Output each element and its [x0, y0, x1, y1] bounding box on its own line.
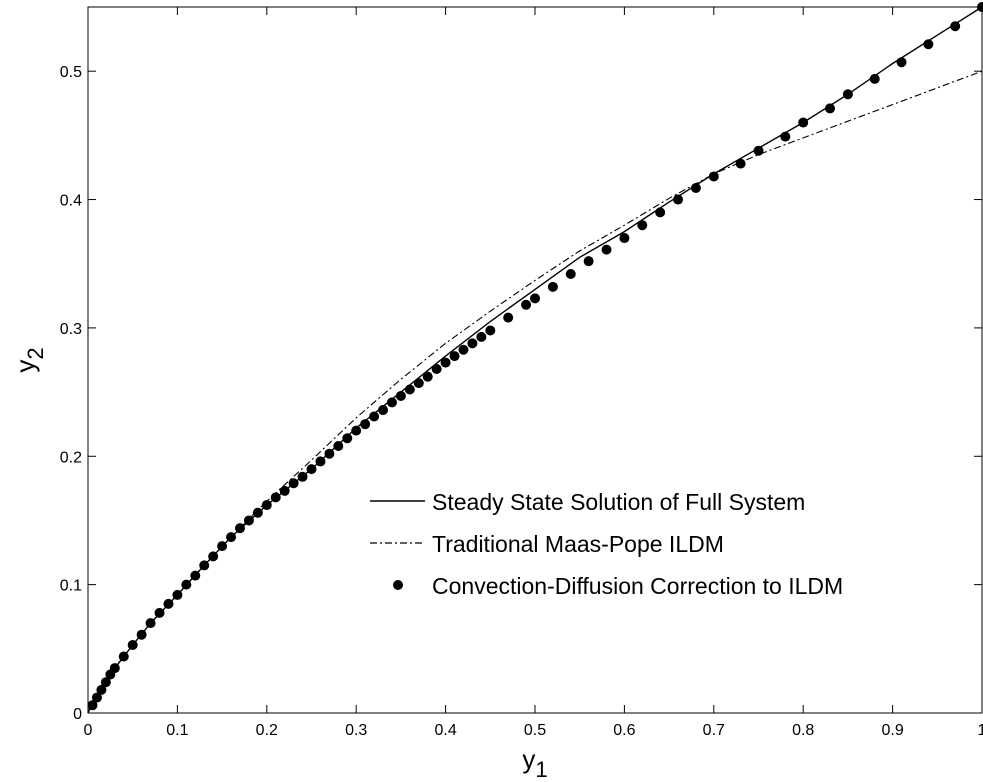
data-point [324, 448, 335, 459]
data-point [118, 651, 129, 662]
data-point [270, 492, 281, 503]
x-tick-label: 0.6 [613, 722, 635, 739]
data-point [378, 405, 389, 416]
data-point [145, 618, 156, 629]
data-point [395, 390, 406, 401]
data-point [583, 256, 594, 267]
data-point [252, 507, 263, 518]
data-point [673, 194, 684, 205]
data-point [163, 598, 174, 609]
data-point [503, 312, 514, 323]
data-point [154, 607, 165, 618]
data-point [181, 579, 192, 590]
data-point [601, 244, 612, 255]
x-tick-label: 0.2 [256, 722, 278, 739]
data-point [637, 220, 648, 231]
axis-ticks: 0 0.1 0.2 0.3 0.4 0.5 0.6 0.7 0.8 0.9 1 0 0.1 0.2 0.3 0… [60, 7, 983, 739]
data-point [297, 471, 308, 482]
data-point [351, 425, 362, 436]
legend-label-convection-diffusion: Convection-Diffusion Correction to ILDM [432, 573, 843, 599]
x-tick-label: 0.3 [345, 722, 367, 739]
data-point [333, 441, 344, 452]
legend-marker-dot [393, 580, 403, 590]
data-point [690, 182, 701, 193]
data-point [458, 344, 469, 355]
data-point [485, 325, 496, 336]
data-point [100, 677, 111, 688]
y-tick-label: 0.4 [60, 193, 82, 210]
data-point [217, 541, 228, 552]
data-point [199, 560, 210, 571]
legend-label-maas-pope: Traditional Maas-Pope ILDM [432, 531, 724, 557]
data-point [547, 281, 558, 292]
data-point [431, 363, 442, 374]
data-point [109, 663, 120, 674]
y-tick-label: 0.2 [60, 449, 82, 466]
y-tick-label: 0.3 [60, 321, 82, 338]
x-tick-label: 0.4 [434, 722, 456, 739]
data-point [708, 171, 719, 182]
data-point [234, 523, 245, 534]
x-axis-label: y1 [522, 744, 547, 782]
data-point [753, 145, 764, 156]
data-point [735, 158, 746, 169]
y-axis-label: y2 [10, 347, 48, 372]
data-point [467, 338, 478, 349]
x-tick-label: 0 [84, 722, 93, 739]
data-point [798, 117, 809, 128]
data-point [279, 485, 290, 496]
data-point [869, 73, 880, 84]
y-tick-label: 0.5 [60, 64, 82, 81]
data-point [449, 351, 460, 362]
data-point [386, 397, 397, 408]
legend-label-steady-state: Steady State Solution of Full System [432, 489, 805, 515]
data-point [476, 331, 487, 342]
data-point [96, 684, 107, 695]
data-point [315, 456, 326, 467]
data-point [780, 131, 791, 142]
x-tick-label: 0.5 [524, 722, 546, 739]
data-point [923, 39, 934, 50]
data-point [226, 532, 237, 543]
data-point [565, 268, 576, 279]
data-point [422, 371, 433, 382]
data-point [950, 21, 961, 32]
data-point [306, 464, 317, 475]
data-point [261, 500, 272, 511]
x-tick-label: 1 [978, 722, 983, 739]
data-point [136, 629, 147, 640]
data-point [243, 515, 254, 526]
data-point [896, 57, 907, 68]
data-point [369, 411, 380, 422]
y-tick-label: 0 [73, 706, 82, 723]
data-point [404, 384, 415, 395]
data-point [530, 293, 540, 304]
data-point [172, 589, 183, 600]
data-point [288, 478, 299, 489]
data-point [342, 433, 353, 444]
data-point [413, 378, 424, 389]
data-point [825, 103, 836, 114]
data-point [842, 89, 853, 100]
x-tick-label: 0.8 [792, 722, 814, 739]
data-point [208, 551, 219, 562]
series-layer [87, 2, 983, 714]
x-tick-label: 0.9 [881, 722, 903, 739]
y-tick-label: 0.1 [60, 578, 82, 595]
data-point [127, 639, 138, 650]
legend: Steady State Solution of Full System Tra… [370, 489, 843, 599]
data-point [440, 357, 451, 368]
data-point [655, 207, 666, 218]
data-point [87, 700, 98, 711]
x-tick-label: 0.7 [703, 722, 725, 739]
x-tick-label: 0.1 [166, 722, 188, 739]
data-point [360, 419, 371, 430]
data-point [521, 299, 532, 310]
data-point [619, 233, 630, 244]
data-point [91, 692, 102, 703]
data-point [190, 570, 201, 581]
